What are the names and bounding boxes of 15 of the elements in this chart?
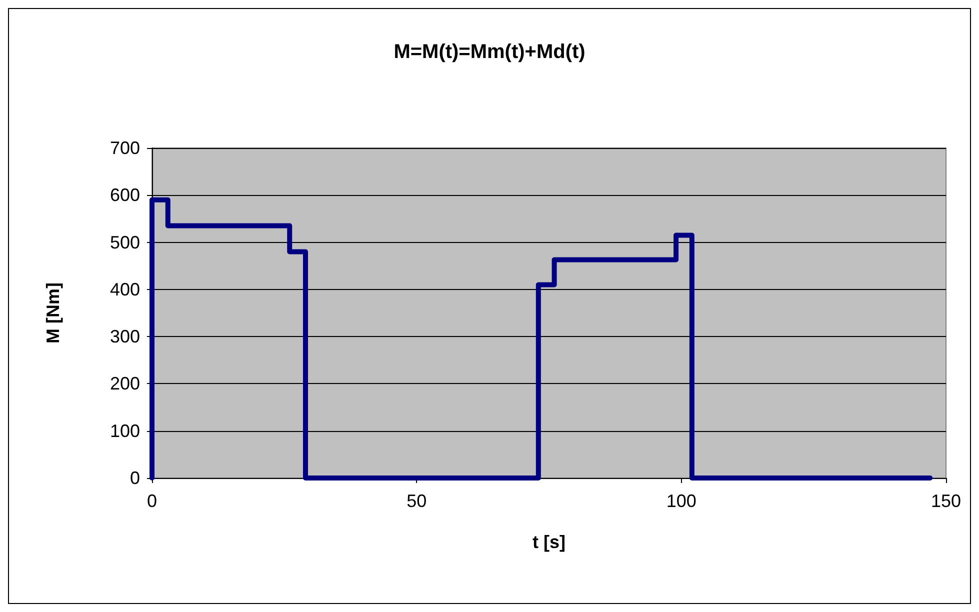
x-tick-label: 50: [406, 491, 427, 511]
y-tick-label: 700: [110, 138, 140, 158]
y-tick-label: 0: [130, 468, 140, 488]
x-tick-label: 150: [930, 491, 962, 511]
chart-title: M=M(t)=Mm(t)+Md(t): [394, 41, 586, 63]
y-tick-label: 500: [110, 232, 140, 252]
y-tick-label: 300: [110, 326, 140, 347]
x-tick-label: 100: [666, 491, 696, 511]
y-tick-label: 600: [110, 185, 140, 206]
y-tick-label: 200: [110, 374, 140, 394]
y-tick-label: 100: [110, 420, 140, 441]
x-tick-label: 0: [146, 491, 158, 511]
y-axis-title: M [Nm]: [43, 282, 63, 344]
y-tick-label: 400: [110, 279, 140, 300]
x-axis-title: t [s]: [532, 532, 566, 552]
